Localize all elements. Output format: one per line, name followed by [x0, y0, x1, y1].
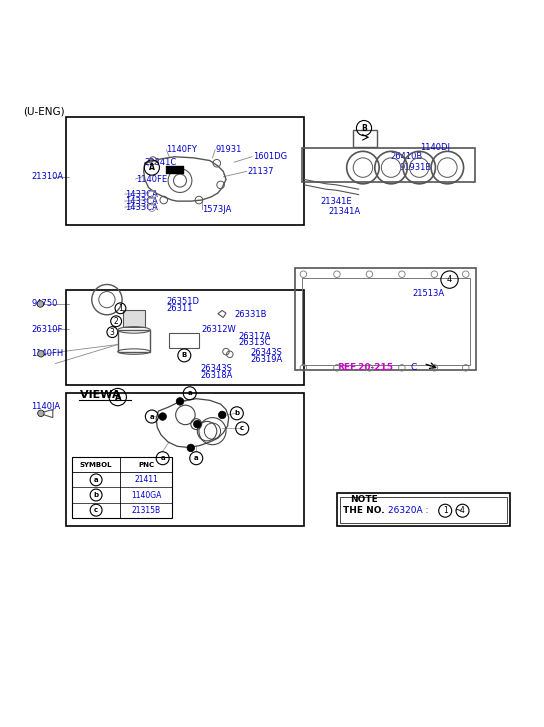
Text: A: A: [113, 390, 121, 400]
Text: 21411: 21411: [134, 475, 158, 484]
Text: ~: ~: [454, 506, 461, 515]
Text: B: B: [361, 124, 367, 132]
Text: 26310F: 26310F: [31, 325, 63, 334]
Text: 21341A: 21341A: [329, 207, 361, 217]
Text: 26311: 26311: [166, 304, 193, 313]
Text: c: c: [240, 425, 244, 431]
Text: 26351D: 26351D: [166, 297, 200, 306]
Text: 4: 4: [447, 275, 452, 284]
Text: 1: 1: [443, 506, 448, 515]
FancyBboxPatch shape: [123, 310, 145, 326]
Text: 21137: 21137: [248, 167, 274, 176]
Circle shape: [187, 444, 195, 451]
Text: 1573JA: 1573JA: [202, 205, 231, 214]
Text: REF.20-215: REF.20-215: [337, 363, 393, 371]
Text: 1: 1: [118, 304, 123, 313]
Text: 26410B: 26410B: [390, 152, 422, 161]
Text: 91931: 91931: [215, 145, 242, 154]
Text: 1433CA: 1433CA: [125, 196, 158, 206]
Text: 1140JA: 1140JA: [31, 402, 60, 411]
Text: 1140FY: 1140FY: [166, 145, 197, 154]
Text: 1140FH: 1140FH: [31, 349, 64, 358]
Circle shape: [219, 411, 226, 419]
Text: NOTE: NOTE: [350, 495, 378, 505]
Text: 26317A: 26317A: [238, 332, 271, 341]
Text: 3: 3: [110, 328, 115, 337]
Text: a: a: [160, 455, 165, 461]
Text: 1433CA: 1433CA: [125, 203, 158, 212]
Text: 1433CA: 1433CA: [125, 190, 158, 199]
Text: 1140FE: 1140FE: [135, 175, 167, 184]
Text: SYMBOL: SYMBOL: [80, 462, 113, 467]
Text: (U-ENG): (U-ENG): [23, 106, 65, 116]
Text: A: A: [114, 393, 121, 401]
Text: 26320A :: 26320A :: [388, 506, 431, 515]
Text: 26312W: 26312W: [202, 325, 237, 334]
Circle shape: [38, 350, 44, 357]
Text: 1601DG: 1601DG: [253, 152, 287, 161]
Text: 26343S: 26343S: [250, 348, 282, 357]
Text: a: a: [188, 390, 192, 396]
Text: a: a: [150, 414, 154, 419]
Text: 26331B: 26331B: [234, 310, 267, 319]
Text: 26318A: 26318A: [201, 371, 233, 380]
Circle shape: [194, 420, 201, 428]
Text: 2: 2: [114, 317, 119, 326]
Text: C: C: [410, 363, 416, 371]
Text: b: b: [234, 410, 239, 417]
Text: 94750: 94750: [31, 300, 58, 308]
Text: a: a: [194, 455, 199, 461]
Circle shape: [37, 301, 44, 308]
Text: 1140DJ: 1140DJ: [420, 142, 450, 151]
Text: 21310A: 21310A: [31, 172, 63, 181]
Text: a: a: [94, 477, 98, 483]
Text: 21513A: 21513A: [413, 289, 445, 297]
Text: b: b: [94, 492, 98, 498]
Text: 22341C: 22341C: [145, 158, 177, 166]
Text: c: c: [94, 507, 98, 513]
Text: 4: 4: [460, 506, 465, 515]
Text: A: A: [149, 163, 155, 172]
Text: 21315B: 21315B: [132, 506, 161, 515]
Text: 26313C: 26313C: [238, 339, 271, 348]
Circle shape: [176, 398, 184, 405]
Text: B: B: [182, 353, 187, 358]
Text: 21341E: 21341E: [321, 196, 353, 206]
Text: 91931B: 91931B: [399, 163, 431, 172]
Circle shape: [38, 410, 44, 417]
Text: THE NO.: THE NO.: [343, 506, 385, 515]
Text: 26343S: 26343S: [201, 364, 232, 374]
Text: 1140GA: 1140GA: [131, 491, 162, 499]
Text: PNC: PNC: [138, 462, 154, 467]
Text: VIEW: VIEW: [80, 390, 116, 400]
Circle shape: [159, 413, 166, 420]
Text: 26319A: 26319A: [250, 355, 282, 364]
